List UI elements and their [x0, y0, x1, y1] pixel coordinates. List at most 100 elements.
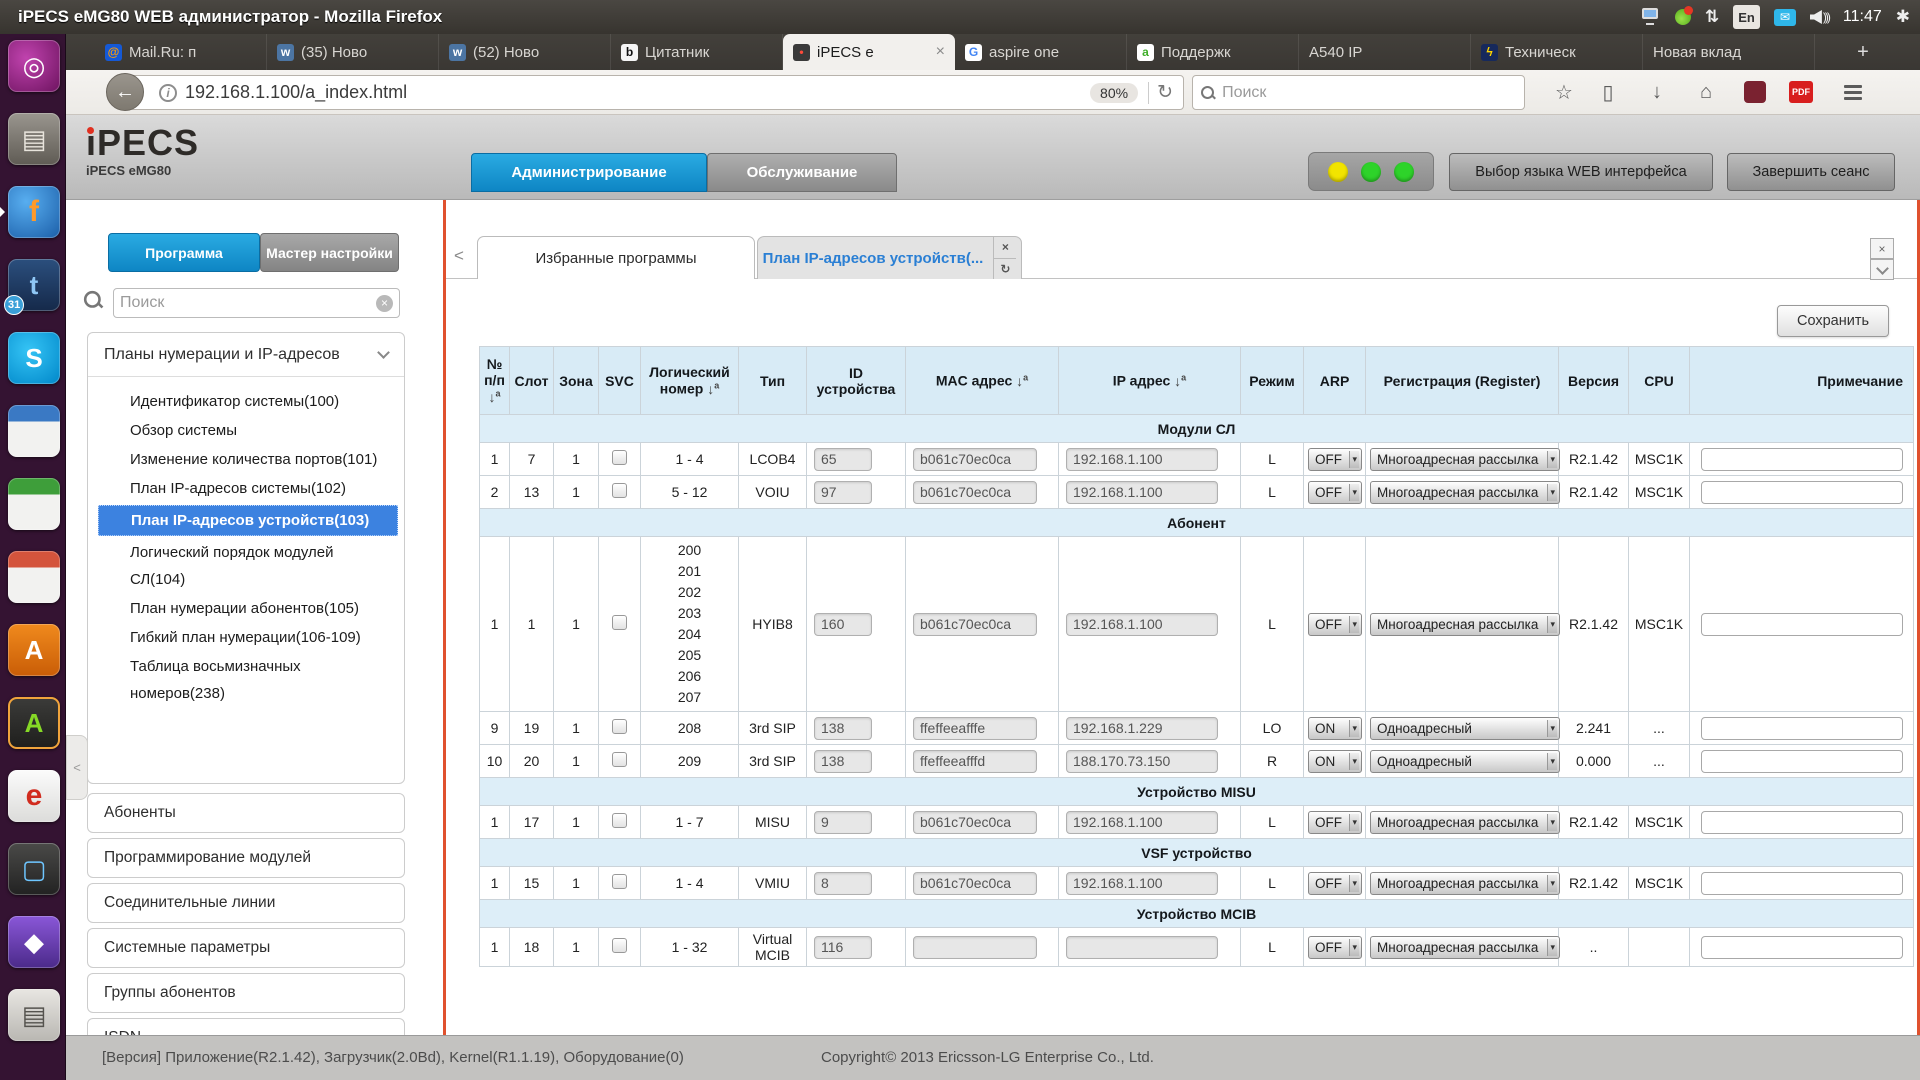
browser-tab[interactable]: Новая вклад — [1643, 34, 1815, 70]
ip-address-input[interactable] — [1066, 935, 1218, 959]
launcher-remote-icon[interactable]: ▢ — [8, 843, 60, 895]
registration-select[interactable]: Многоадресная рассылка ▾ — [1370, 447, 1560, 471]
nav-tab-service[interactable]: Обслуживание — [707, 153, 897, 192]
arp-select[interactable]: OFF ▾ — [1308, 935, 1362, 959]
column-header[interactable]: MAC адрес ↓a — [905, 346, 1059, 415]
note-input[interactable] — [1700, 871, 1903, 895]
messenger-icon[interactable] — [1675, 6, 1694, 25]
search-clear-icon[interactable]: × — [376, 294, 393, 312]
browser-tab[interactable]: a Поддержк — [1127, 34, 1299, 70]
note-input[interactable] — [1700, 749, 1903, 773]
home-icon[interactable]: ⌂ — [1699, 80, 1713, 103]
mac-address-input[interactable] — [913, 749, 1037, 773]
launcher-orange-a-icon[interactable]: A — [8, 624, 60, 676]
registration-select[interactable]: Одноадресный ▾ — [1370, 716, 1560, 740]
note-input[interactable] — [1700, 447, 1903, 471]
tab-refresh-icon[interactable]: ↻ — [1000, 261, 1011, 276]
sidebar-item[interactable]: Идентификатор системы(100) — [130, 393, 340, 410]
svc-checkbox[interactable] — [612, 752, 627, 767]
svc-checkbox[interactable] — [612, 813, 627, 828]
svc-checkbox[interactable] — [612, 615, 627, 630]
keyboard-layout-indicator[interactable]: En — [1733, 5, 1760, 29]
device-id-input[interactable] — [814, 749, 872, 773]
logout-button[interactable]: Завершить сеанс — [1727, 153, 1895, 191]
ip-address-input[interactable] — [1066, 749, 1218, 773]
arp-select[interactable]: OFF ▾ — [1308, 612, 1362, 636]
close-all-tabs-icon[interactable]: × — [1870, 238, 1894, 259]
registration-select[interactable]: Одноадресный ▾ — [1370, 749, 1560, 773]
svc-checkbox[interactable] — [612, 483, 627, 498]
sidebar-item[interactable]: Таблица восьмизначных номеров(238) — [130, 658, 301, 702]
sort-icon[interactable]: ↓a — [488, 388, 501, 405]
sidebar-tab-program[interactable]: Программа — [108, 233, 260, 272]
sidebar-item[interactable]: Обзор системы — [130, 422, 238, 439]
menu-icon[interactable] — [1837, 78, 1869, 106]
volume-icon[interactable]: ))) — [1809, 5, 1831, 29]
accordion-header[interactable]: Планы нумерации и IP-адресов — [88, 333, 404, 377]
registration-select[interactable]: Многоадресная рассылка ▾ — [1370, 871, 1560, 895]
mac-address-input[interactable] — [913, 935, 1037, 959]
clock[interactable]: 11:47 — [1842, 8, 1882, 25]
device-id-input[interactable] — [814, 716, 872, 740]
ip-address-input[interactable] — [1066, 810, 1218, 834]
ip-address-input[interactable] — [1066, 871, 1218, 895]
registration-select[interactable]: Многоадресная рассылка ▾ — [1370, 480, 1560, 504]
note-input[interactable] — [1700, 935, 1903, 959]
browser-tab[interactable]: ϟ Техническ — [1471, 34, 1643, 70]
adblock-icon[interactable] — [1739, 78, 1771, 106]
sidebar-section-4[interactable]: Системные параметры — [87, 928, 405, 968]
browser-tab[interactable]: b Цитатник — [611, 34, 783, 70]
sort-icon[interactable]: ↓a — [1016, 372, 1029, 389]
launcher-purple-app-icon[interactable]: ◆ — [8, 916, 60, 968]
sidebar-item[interactable]: План IP-адресов системы(102) — [130, 480, 346, 497]
network-arrows-icon[interactable]: ⇅ — [1705, 7, 1720, 26]
svc-checkbox[interactable] — [612, 719, 627, 734]
new-tab-button[interactable]: + — [1857, 40, 1869, 63]
arp-select[interactable]: ON ▾ — [1308, 749, 1362, 773]
url-text[interactable]: 192.168.1.100/a_index.html — [185, 82, 408, 102]
launcher-firefox-icon[interactable]: f — [0, 186, 60, 238]
sidebar-section-3[interactable]: Соединительные линии — [87, 883, 405, 923]
device-id-input[interactable] — [814, 810, 872, 834]
launcher-emule-icon[interactable]: e — [8, 770, 60, 822]
device-id-input[interactable] — [814, 871, 872, 895]
mac-address-input[interactable] — [913, 810, 1037, 834]
tab-scroll-left-icon[interactable]: < — [454, 246, 464, 265]
zoom-indicator[interactable]: 80% — [1090, 82, 1139, 103]
note-input[interactable] — [1700, 612, 1903, 636]
sidebar-search-input[interactable] — [120, 294, 376, 312]
svc-checkbox[interactable] — [612, 874, 627, 889]
registration-select[interactable]: Многоадресная рассылка ▾ — [1370, 810, 1560, 834]
remote-display-icon[interactable] — [1639, 8, 1661, 26]
arp-select[interactable]: OFF ▾ — [1308, 810, 1362, 834]
launcher-files-icon[interactable]: ▤ — [8, 113, 60, 165]
arp-select[interactable]: OFF ▾ — [1308, 871, 1362, 895]
site-info-icon[interactable]: i — [159, 83, 177, 102]
sidebar-item[interactable]: План нумерации абонентов(105) — [130, 600, 360, 617]
launcher-impress-icon[interactable] — [8, 551, 60, 603]
sidebar-tab-wizard[interactable]: Мастер настройки — [260, 233, 399, 272]
content-tab[interactable]: План IP-адресов устройств(... × ↻ — [757, 236, 1022, 279]
note-input[interactable] — [1700, 810, 1903, 834]
tab-close-icon[interactable]: × — [994, 237, 1017, 259]
svc-checkbox[interactable] — [612, 938, 627, 953]
launcher-calc-icon[interactable] — [8, 478, 60, 530]
launcher-printer-icon[interactable]: ▤ — [8, 989, 60, 1041]
device-id-input[interactable] — [814, 480, 872, 504]
sidebar-item[interactable]: Изменение количества портов(101) — [130, 451, 378, 468]
browser-search-box[interactable] — [1192, 75, 1525, 110]
launcher-writer-icon[interactable] — [8, 405, 60, 457]
ip-address-input[interactable] — [1066, 447, 1218, 471]
device-id-input[interactable] — [814, 447, 872, 471]
sidebar-collapse-handle[interactable]: < — [66, 735, 88, 800]
browser-tab[interactable]: @ Mail.Ru: п — [95, 34, 267, 70]
pdf-addon-icon[interactable]: PDF — [1785, 78, 1817, 106]
sidebar-section-1[interactable]: Абоненты — [87, 793, 405, 833]
ip-address-input[interactable] — [1066, 716, 1218, 740]
bookmarks-list-icon[interactable]: ▯ — [1602, 81, 1614, 104]
browser-tab[interactable]: A540 IP — [1299, 34, 1471, 70]
arp-select[interactable]: OFF ▾ — [1308, 447, 1362, 471]
column-header[interactable]: IP адрес ↓a — [1058, 346, 1241, 415]
mac-address-input[interactable] — [913, 447, 1037, 471]
mac-address-input[interactable] — [913, 480, 1037, 504]
